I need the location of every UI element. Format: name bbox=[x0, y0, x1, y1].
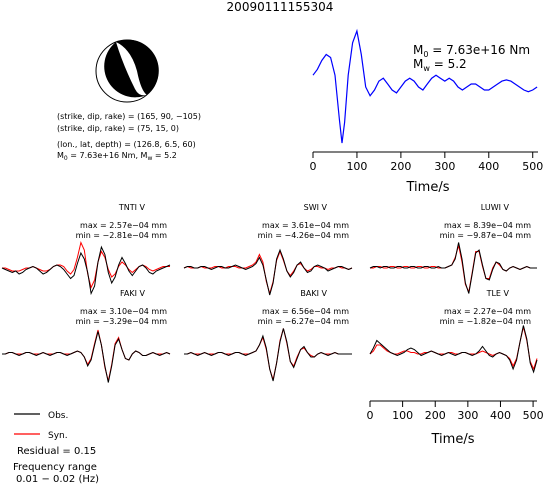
station-min: min = −3.29e−04 mm bbox=[76, 317, 168, 326]
stf-series-line bbox=[312, 28, 538, 144]
waveform-x-ticks: 0 100 200 300 400 500 bbox=[367, 401, 544, 422]
station-min: min = −4.26e−04 mm bbox=[258, 231, 350, 240]
waveform-tick-label: 400 bbox=[490, 409, 511, 422]
station-name: BAKI V bbox=[300, 289, 327, 298]
stf-tick-label: 300 bbox=[434, 160, 455, 173]
stf-x-ticks: 0 100 200 300 400 500 bbox=[310, 152, 543, 173]
synthetic-waveform bbox=[370, 245, 537, 294]
station-max: max = 2.27e−04 mm bbox=[444, 307, 531, 316]
station-max: max = 6.56e−04 mm bbox=[262, 307, 349, 316]
stf-panel: 0 100 200 300 400 500 Time/s M0 = 7.63e+16 Nm… bbox=[310, 28, 543, 195]
synthetic-waveform bbox=[369, 326, 538, 371]
station-min: min = −6.27e−04 mm bbox=[258, 317, 350, 326]
stf-tick-label: 200 bbox=[390, 160, 411, 173]
stf-tick-label: 0 bbox=[310, 160, 317, 173]
waveform-tick-label: 0 bbox=[367, 409, 374, 422]
stf-tick-label: 100 bbox=[346, 160, 367, 173]
observed-waveform bbox=[2, 331, 171, 383]
fm-line-2: (strike, dip, rake) = (75, 15, 0) bbox=[57, 124, 179, 133]
station-min: min = −9.87e−04 mm bbox=[440, 231, 532, 240]
station-max: max = 3.61e−04 mm bbox=[262, 221, 349, 230]
waveform-tick-label: 100 bbox=[392, 409, 413, 422]
stf-tick-label: 500 bbox=[522, 160, 543, 173]
observed-waveform bbox=[369, 242, 537, 294]
observed-waveform bbox=[369, 325, 538, 374]
residual-text: Residual = 0.15 bbox=[17, 446, 96, 457]
beachball-compressional-quadrant-2 bbox=[104, 42, 147, 98]
waveform-tick-label: 500 bbox=[523, 409, 544, 422]
station-max: max = 2.57e−04 mm bbox=[80, 221, 167, 230]
station-name: TNTI V bbox=[118, 203, 146, 212]
station-min: min = −2.81e−04 mm bbox=[76, 231, 168, 240]
focal-mechanism-info: (strike, dip, rake) = (165, 90, −105) (s… bbox=[57, 112, 201, 162]
station-name: SWI V bbox=[304, 203, 328, 212]
stf-tick-label: 400 bbox=[478, 160, 499, 173]
station-max: max = 3.10e−04 mm bbox=[80, 307, 167, 316]
legend-obs-label: Obs. bbox=[48, 411, 68, 421]
waveform-time-axis: 0 100 200 300 400 500 Time/s bbox=[367, 400, 544, 447]
station-min: min = −1.82e−04 mm bbox=[440, 317, 532, 326]
beachball-compressional-quadrant bbox=[116, 39, 159, 95]
waveform-xlabel: Time/s bbox=[431, 432, 475, 447]
station-name: TLE V bbox=[486, 289, 510, 298]
station-name: FAKI V bbox=[120, 289, 145, 298]
legend-syn-label: Syn. bbox=[48, 431, 68, 441]
stf-m0-annotation: M0 = 7.63e+16 Nm bbox=[413, 43, 530, 59]
fm-moment-line: M0 = 7.63e+16 Nm, Mw = 5.2 bbox=[57, 151, 177, 162]
waveform-tick-label: 300 bbox=[457, 409, 478, 422]
fm-line-1: (strike, dip, rake) = (165, 90, −105) bbox=[57, 112, 201, 121]
fm-line-3: (lon., lat, depth) = (126.8, 6.5, 60) bbox=[57, 140, 196, 149]
observed-waveform bbox=[1, 245, 171, 296]
stf-mw-annotation: Mw = 5.2 bbox=[413, 57, 467, 73]
station-name: LUWI V bbox=[481, 203, 510, 212]
observed-waveform bbox=[183, 248, 353, 296]
frequency-label: Frequency range bbox=[13, 462, 97, 473]
observed-waveform bbox=[184, 328, 352, 382]
frequency-range: 0.01 − 0.02 (Hz) bbox=[16, 474, 99, 485]
stf-xlabel: Time/s bbox=[406, 180, 450, 195]
figure-title: 20090111155304 bbox=[227, 0, 334, 14]
legend: Obs. Syn. bbox=[14, 411, 68, 441]
beachball bbox=[95, 39, 159, 103]
station-max: max = 8.39e−04 mm bbox=[444, 221, 531, 230]
waveform-tick-label: 200 bbox=[425, 409, 446, 422]
